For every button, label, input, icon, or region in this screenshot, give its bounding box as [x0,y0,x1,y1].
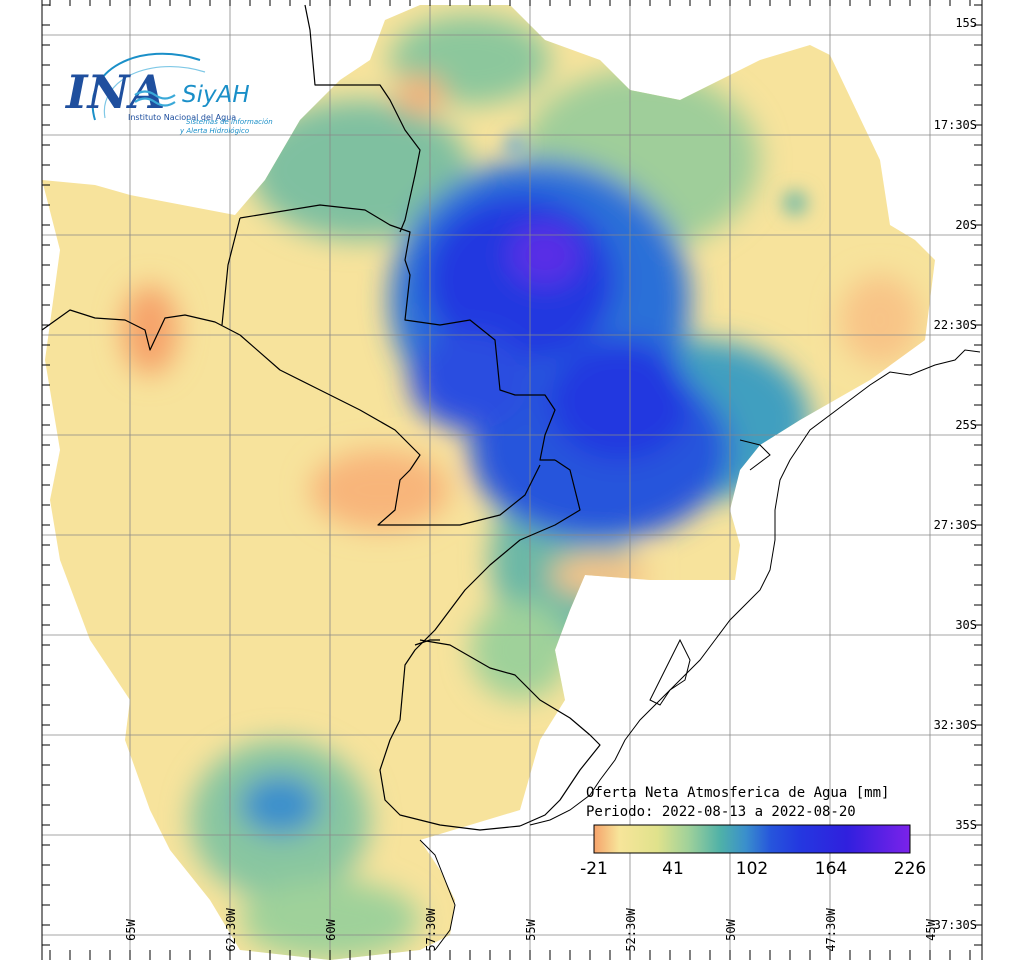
lon-label: 50W [724,918,738,940]
logo-arc-inner [103,65,206,119]
lon-label: 55W [524,918,538,940]
lon-label: 57:30W [424,908,438,952]
axis-ticks [41,0,983,960]
lat-label: 22:30S [934,318,977,332]
lon-label: 65W [124,918,138,940]
lat-label: 17:30S [934,118,977,132]
logo-wave-icon [134,90,176,107]
lon-label: 47:30W [824,908,838,952]
lon-label: 45W [924,918,938,940]
longitude-labels: 65W 62:30W 60W 57:30W 55W 52:30W 50W 47:… [124,908,938,952]
legend-tick: 41 [662,859,684,879]
lon-label: 52:30W [624,908,638,952]
lat-label: 20S [955,218,977,232]
lat-label: 15S [955,16,977,30]
lat-label: 32:30S [934,718,977,732]
legend-title: Oferta Neta Atmosferica de Agua [mm] [586,785,889,801]
legend-colorbar [593,824,911,854]
logo-system-line1: Sistemas de información [186,118,273,126]
lon-label: 62:30W [224,908,238,952]
lat-label: 35S [955,818,977,832]
lat-label: 30S [955,618,977,632]
latitude-labels: 15S 17:30S 20S 22:30S 25S 27:30S 30S 32:… [934,16,977,932]
legend-tick: 164 [815,859,847,879]
legend-period: Periodo: 2022-08-13 a 2022-08-20 [586,804,856,820]
logo-siyah-text: SiyAH [182,82,250,108]
lon-label: 60W [324,918,338,940]
lat-label: 37:30S [934,918,977,932]
ina-siyah-logo: INA SiyAH Instituto Nacional del Agua Si… [64,52,273,135]
lat-label: 27:30S [934,518,977,532]
legend-tick: 226 [894,859,926,879]
coastline [419,349,981,951]
political-borders [41,4,601,831]
lat-label: 25S [955,418,977,432]
legend-tick: -21 [580,859,608,879]
logo-arc [91,52,201,121]
logo-institute-text: Instituto Nacional del Agua [128,113,236,122]
logo-system-line2: y Alerta Hidrológico [179,127,249,135]
legend-tick: 102 [736,859,768,879]
legend: Oferta Neta Atmosferica de Agua [mm] Per… [580,785,926,879]
